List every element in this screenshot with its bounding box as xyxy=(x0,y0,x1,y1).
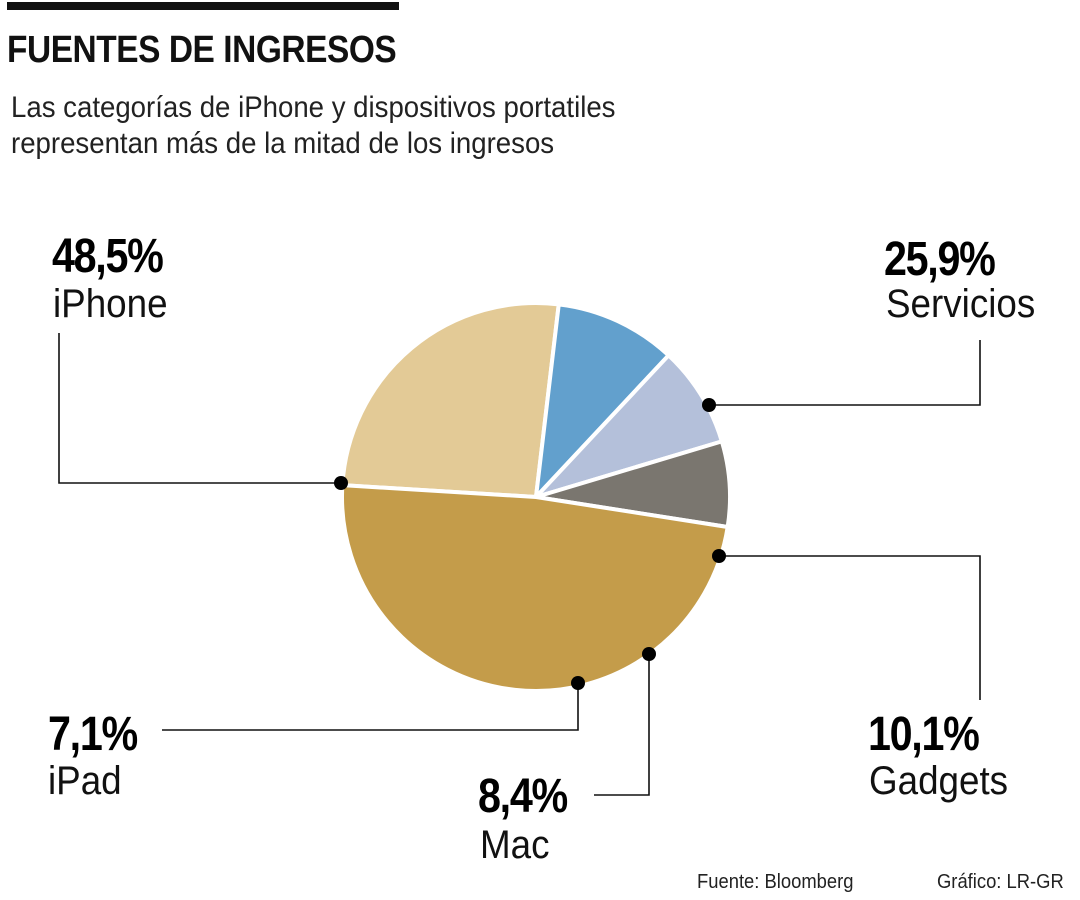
leader-line-gadgets xyxy=(719,555,981,700)
data-label-servicios-percent: 25,9% xyxy=(884,232,995,286)
source-note: Fuente: Bloomberg xyxy=(697,871,854,893)
data-label-gadgets-name: Gadgets xyxy=(869,759,1008,804)
leader-dot-iphone xyxy=(334,476,348,490)
data-label-mac-name: Mac xyxy=(480,823,550,868)
leader-dot-mac xyxy=(642,647,656,661)
data-label-ipad-percent: 7,1% xyxy=(48,707,137,761)
pie-slice-iphone xyxy=(340,483,730,693)
leader-line-ipad xyxy=(162,683,579,731)
leader-line-iphone xyxy=(58,333,341,484)
leader-line-mac xyxy=(594,654,650,796)
title-rule xyxy=(7,2,399,10)
pie-slice-servicios xyxy=(340,300,561,499)
data-label-iphone-percent: 48,5% xyxy=(52,229,163,283)
credit-note: Gráfico: LR-GR xyxy=(937,871,1064,893)
leader-line-servicios xyxy=(709,340,981,406)
data-label-servicios-name: Servicios xyxy=(886,282,1035,327)
data-label-ipad-name: iPad xyxy=(48,759,122,804)
leader-dot-servicios xyxy=(702,398,716,412)
leader-dot-ipad xyxy=(571,676,585,690)
data-label-gadgets-percent: 10,1% xyxy=(868,707,979,761)
chart-subtitle: Las categorías de iPhone y dispositivos … xyxy=(11,91,616,160)
leader-dot-gadgets xyxy=(712,549,726,563)
chart-title: FUENTES DE INGRESOS xyxy=(7,29,397,71)
data-label-iphone-name: iPhone xyxy=(53,282,168,327)
data-label-mac-percent: 8,4% xyxy=(478,769,567,823)
pie-slice-gadgets xyxy=(534,302,671,499)
